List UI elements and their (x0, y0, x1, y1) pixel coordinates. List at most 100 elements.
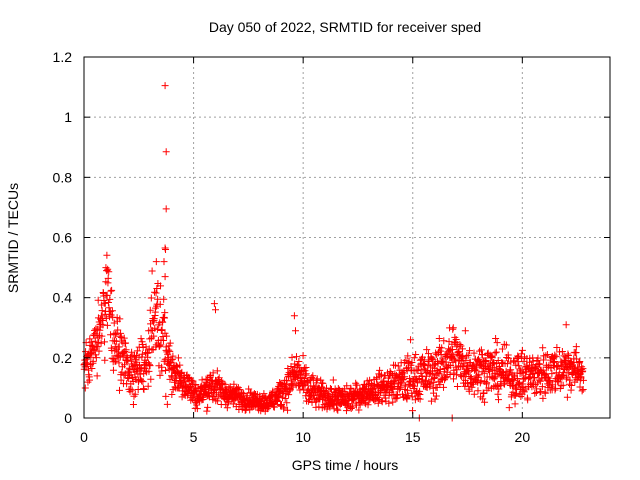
data-point (285, 391, 293, 399)
data-point (562, 321, 570, 329)
data-point (437, 347, 445, 355)
data-point (376, 372, 384, 380)
data-point (101, 299, 109, 307)
data-point (145, 361, 153, 369)
data-point (329, 376, 337, 384)
data-point (155, 342, 163, 350)
data-point (410, 354, 418, 362)
data-point (567, 381, 575, 389)
data-point (88, 365, 96, 373)
data-point (578, 387, 586, 395)
data-point (404, 352, 412, 360)
data-point (445, 347, 453, 355)
data-point (101, 338, 109, 346)
data-point (579, 376, 587, 384)
data-point (295, 357, 303, 365)
data-point (115, 343, 123, 351)
data-point (436, 365, 444, 373)
data-point (161, 309, 169, 317)
data-point (514, 358, 522, 366)
data-point (291, 327, 299, 335)
data-point (396, 384, 404, 392)
data-point (385, 399, 393, 407)
data-point (430, 389, 438, 397)
data-point (215, 374, 223, 382)
data-point (539, 366, 547, 374)
data-point (137, 364, 145, 372)
data-point (470, 390, 478, 398)
data-point (144, 349, 152, 357)
data-point (477, 346, 485, 354)
data-point (408, 393, 416, 401)
data-point (199, 396, 207, 404)
data-point (168, 373, 176, 381)
data-point (270, 403, 278, 411)
data-point (487, 354, 495, 362)
data-point (214, 397, 222, 405)
data-point (210, 300, 218, 308)
data-point (491, 349, 499, 357)
y-tick-label: 0.6 (53, 230, 73, 246)
data-point (236, 386, 244, 394)
data-point (301, 371, 309, 379)
data-point (515, 362, 523, 370)
data-point (86, 376, 94, 384)
data-point (240, 390, 248, 398)
data-point (162, 205, 170, 213)
data-point (450, 375, 458, 383)
data-point (103, 321, 111, 329)
data-point (353, 381, 361, 389)
data-point (456, 341, 464, 349)
data-point (343, 382, 351, 390)
data-point (557, 361, 565, 369)
data-point (465, 387, 473, 395)
data-point (473, 363, 481, 371)
data-point (105, 268, 113, 276)
data-point (202, 375, 210, 383)
data-point (524, 396, 532, 404)
data-point (563, 393, 571, 401)
data-point (465, 368, 473, 376)
data-point (147, 294, 155, 302)
data-point (128, 348, 136, 356)
data-point (153, 285, 161, 293)
data-point (572, 343, 580, 351)
data-point (209, 396, 217, 404)
y-tick-label: 0 (64, 410, 72, 426)
data-point (411, 396, 419, 404)
data-point (120, 334, 128, 342)
data-point (131, 390, 139, 398)
data-point (163, 332, 171, 340)
data-point (156, 371, 164, 379)
data-point (280, 403, 288, 411)
data-point (166, 347, 174, 355)
data-point (518, 346, 526, 354)
data-point (543, 373, 551, 381)
x-tick-label: 0 (80, 429, 88, 445)
data-point (294, 361, 302, 369)
data-point (373, 374, 381, 382)
data-point (562, 375, 570, 383)
data-point (274, 397, 282, 405)
data-point (193, 405, 201, 413)
data-point (467, 374, 475, 382)
data-point (482, 356, 490, 364)
data-point (342, 407, 350, 415)
data-point (114, 326, 122, 334)
data-point (104, 298, 112, 306)
data-point (461, 327, 469, 335)
data-point (269, 387, 277, 395)
data-point (503, 360, 511, 368)
data-point (95, 347, 103, 355)
data-point (176, 361, 184, 369)
data-point (96, 326, 104, 334)
data-point (116, 332, 124, 340)
data-point (108, 307, 116, 315)
data-point (299, 352, 307, 360)
data-point (167, 356, 175, 364)
data-point (494, 390, 502, 398)
data-point (122, 339, 130, 347)
data-point (103, 267, 111, 275)
data-point (498, 359, 506, 367)
data-point (475, 371, 483, 379)
